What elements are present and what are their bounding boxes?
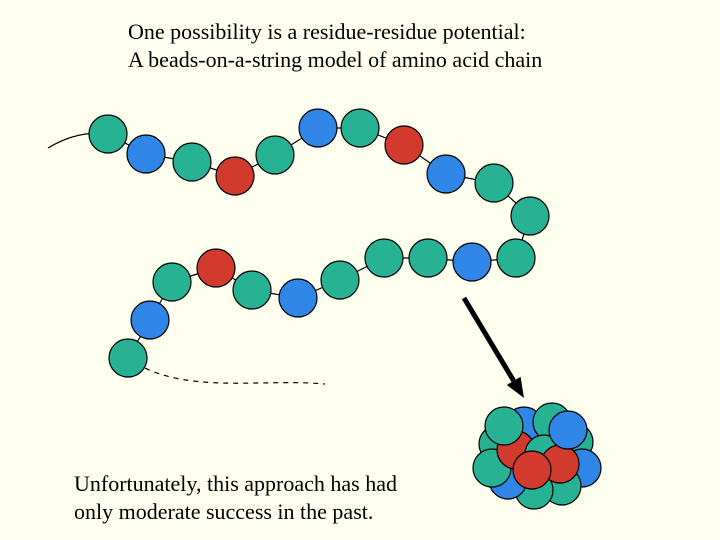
fold-arrow-head	[507, 377, 524, 398]
cluster-bead	[549, 411, 587, 449]
chain-bead	[197, 249, 235, 287]
chain-bead	[453, 243, 491, 281]
chain-bead	[173, 143, 211, 181]
chain-bead	[299, 109, 337, 147]
chain-bead	[365, 239, 403, 277]
beads-diagram	[0, 0, 720, 540]
chain-bead	[279, 279, 317, 317]
chain-tail-dashed	[128, 358, 325, 384]
chain-bead	[497, 239, 535, 277]
chain-bead	[131, 301, 169, 339]
chain-bead	[109, 339, 147, 377]
chain-bead	[341, 109, 379, 147]
fold-arrow	[464, 298, 514, 381]
chain-bead	[216, 157, 254, 195]
chain-bead	[409, 239, 447, 277]
chain-bead	[153, 263, 191, 301]
chain-bead	[321, 261, 359, 299]
cluster-bead	[485, 407, 523, 445]
chain-bead	[127, 135, 165, 173]
chain-bead	[475, 164, 513, 202]
chain-bead	[427, 155, 465, 193]
chain-bead	[233, 271, 271, 309]
chain-bead	[89, 115, 127, 153]
chain-bead	[511, 197, 549, 235]
chain-bead	[256, 136, 294, 174]
cluster-bead	[513, 451, 551, 489]
chain-bead	[385, 126, 423, 164]
